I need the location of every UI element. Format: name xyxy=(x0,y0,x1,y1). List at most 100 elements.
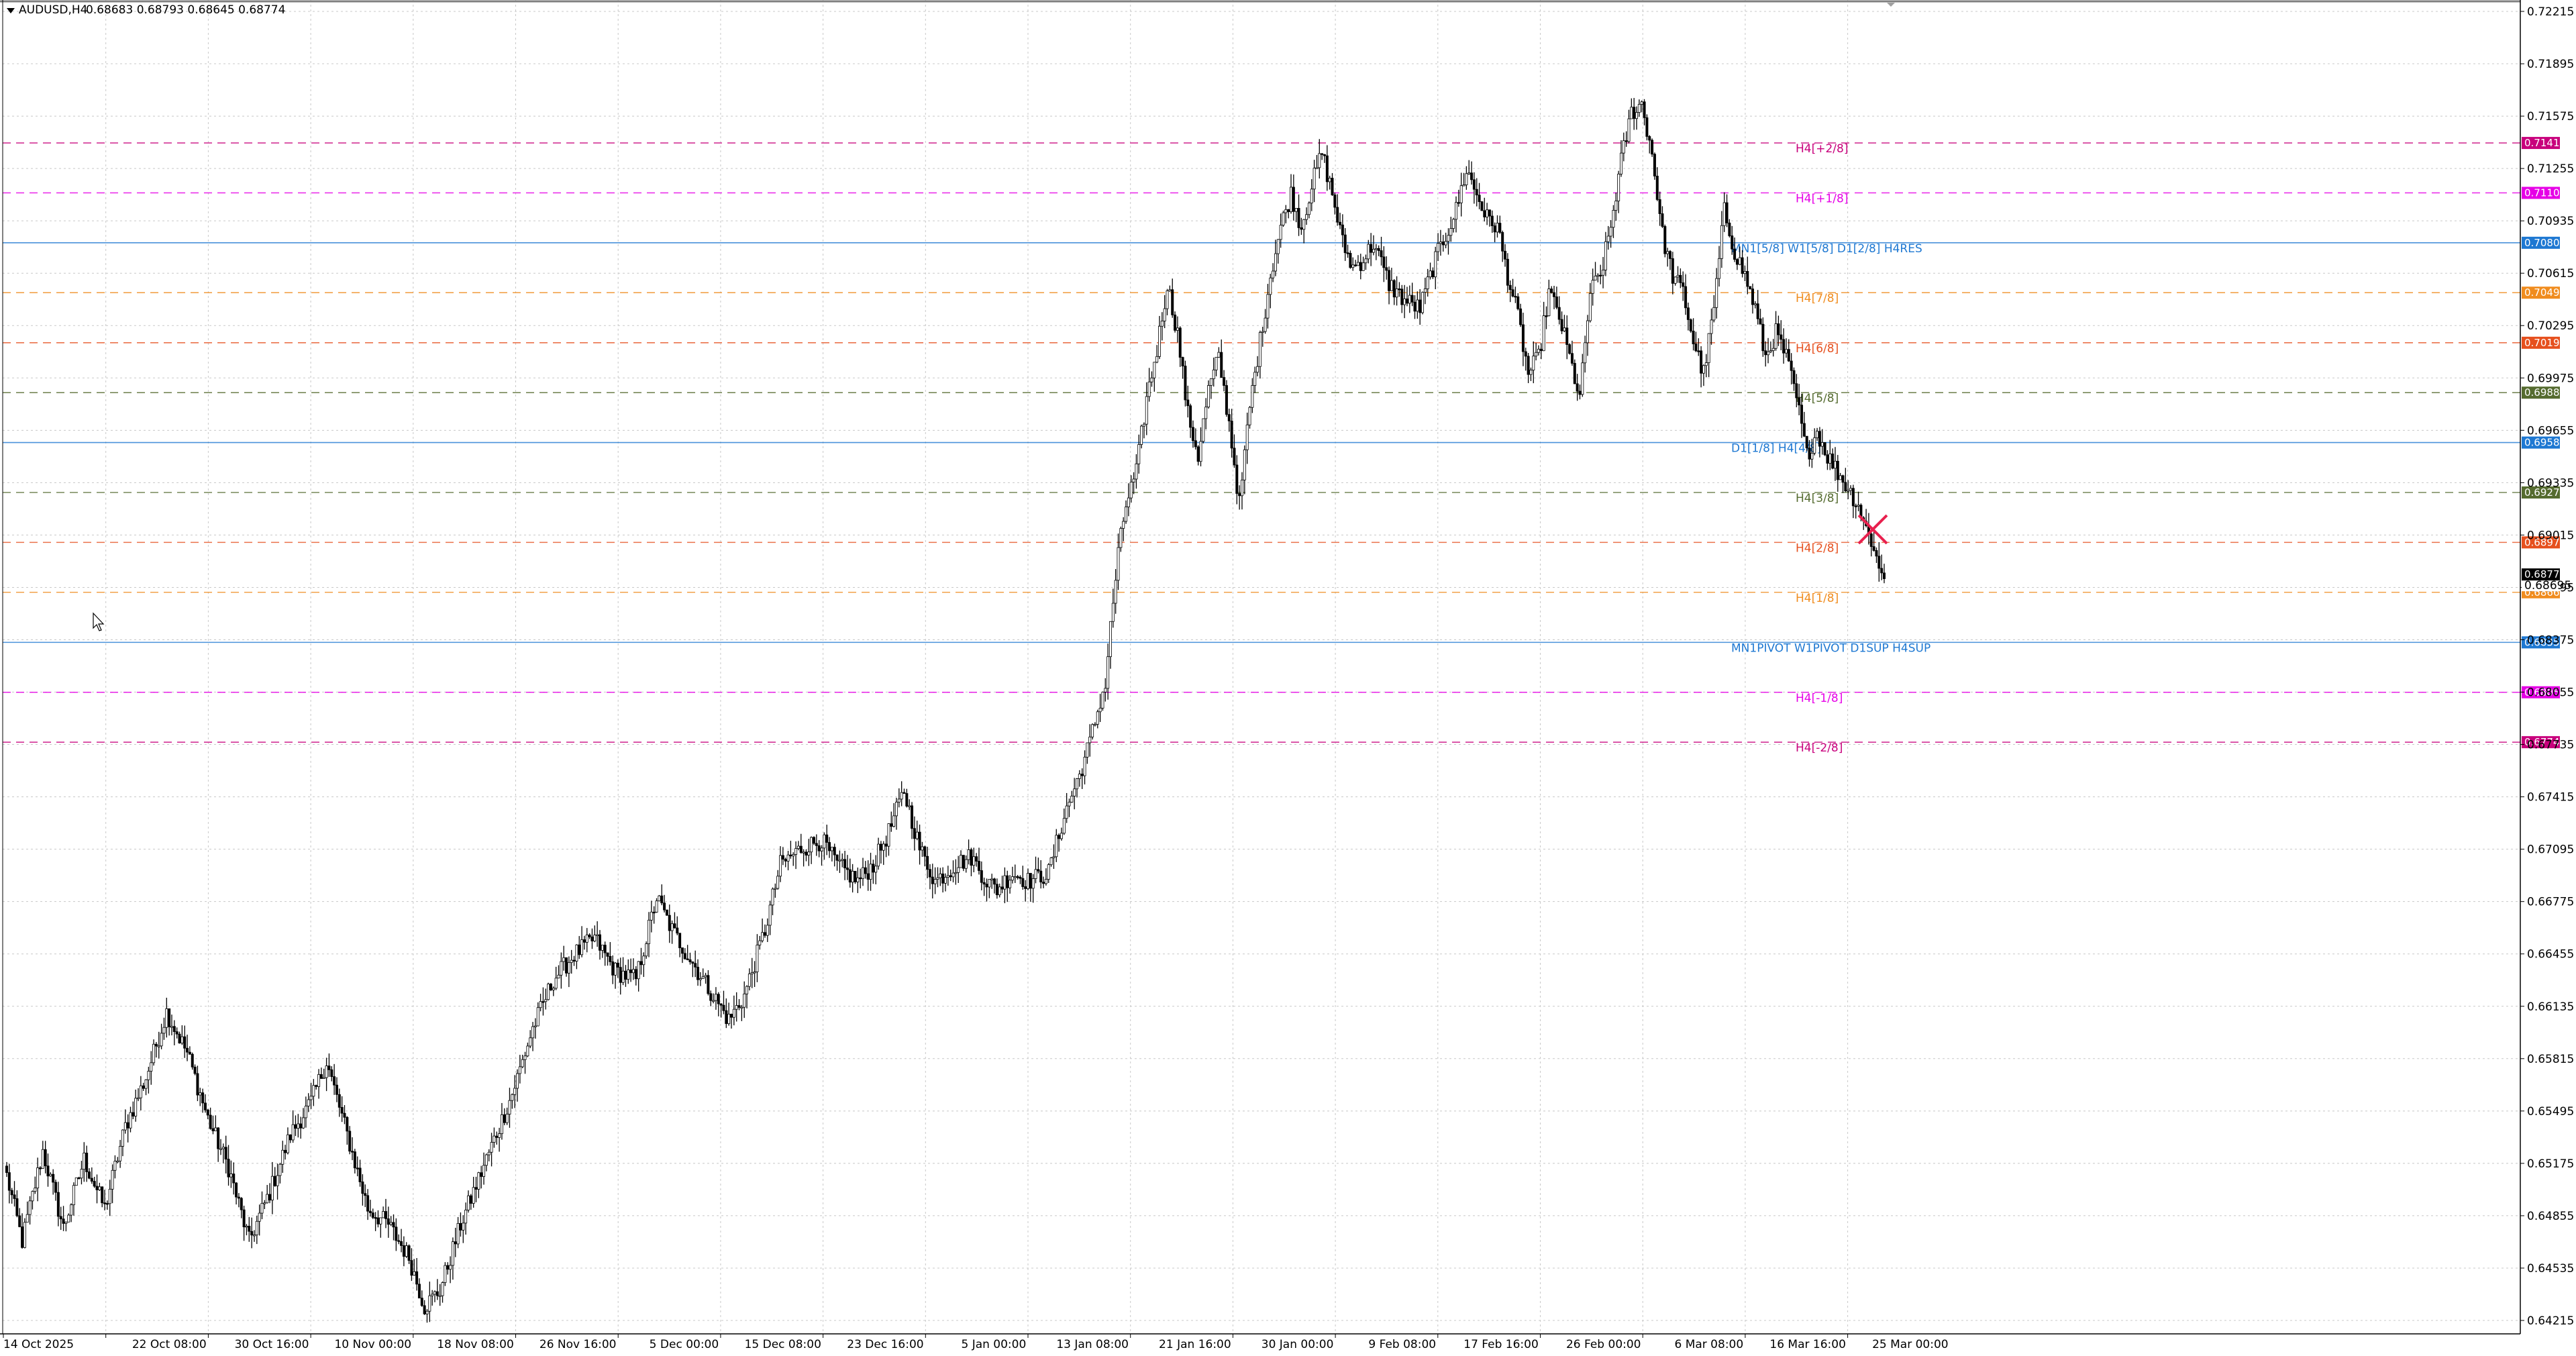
candle-body xyxy=(435,1291,439,1296)
candle-body xyxy=(1055,835,1058,857)
candle-body xyxy=(113,1161,117,1171)
candle-body xyxy=(1653,154,1656,176)
candle-body xyxy=(1227,414,1231,421)
candle-body xyxy=(1196,446,1200,462)
candle-body xyxy=(56,1192,60,1217)
candle-body xyxy=(1129,482,1133,499)
candle-body xyxy=(993,878,996,885)
candle-body xyxy=(1767,351,1770,356)
candle-body xyxy=(74,1177,78,1186)
candle-body xyxy=(240,1198,243,1210)
candle-body xyxy=(1217,352,1221,358)
candle-body xyxy=(905,793,909,806)
candle-body xyxy=(152,1043,156,1063)
candle-body xyxy=(466,1195,470,1210)
candle-body xyxy=(631,969,635,974)
candle-body xyxy=(132,1112,135,1116)
level-price-badge: 0.69885 xyxy=(2524,386,2566,399)
candle-body xyxy=(80,1169,83,1179)
candle-body xyxy=(936,877,939,880)
candle-body xyxy=(884,843,888,847)
candle-body xyxy=(1787,349,1790,362)
candle-body xyxy=(1073,788,1076,796)
candle-body xyxy=(1679,274,1682,283)
candle-body xyxy=(248,1226,251,1232)
candle-body xyxy=(1220,352,1223,378)
candle-body xyxy=(1137,444,1141,464)
price-axis: 0.72215 0.71895 0.71575 0.71255 0.70935 0.706… xyxy=(2520,5,2574,1328)
candle-body xyxy=(438,1295,442,1298)
candle-body xyxy=(405,1245,408,1257)
candle-body xyxy=(250,1231,254,1236)
candle-body xyxy=(221,1147,225,1149)
candle-body xyxy=(90,1178,93,1182)
candle-body xyxy=(1444,241,1447,246)
candle-body xyxy=(670,923,674,931)
candle-body xyxy=(1694,344,1698,352)
candle-body xyxy=(1029,873,1032,889)
candle-body xyxy=(1145,396,1148,425)
level-label: H4[5/8] xyxy=(1796,392,1839,405)
candle-body xyxy=(500,1114,503,1135)
candle-body xyxy=(116,1160,119,1163)
candle-body xyxy=(13,1194,16,1199)
candle-body xyxy=(387,1218,390,1225)
candle-body xyxy=(46,1165,50,1177)
candle-body xyxy=(312,1085,315,1097)
candle-body xyxy=(1114,580,1117,604)
candle-body xyxy=(957,867,960,873)
candle-body xyxy=(252,1235,256,1237)
candle-body xyxy=(178,1033,181,1044)
candle-body xyxy=(1135,463,1138,480)
candle-body xyxy=(686,958,689,960)
level-label: H4[-2/8] xyxy=(1796,741,1843,755)
candle-body xyxy=(1663,226,1667,254)
candle-body xyxy=(95,1186,99,1190)
candle-body xyxy=(554,978,558,989)
candle-body xyxy=(655,900,658,912)
candle-body xyxy=(1792,370,1796,384)
candle-body xyxy=(170,1026,173,1028)
candle-body xyxy=(358,1167,362,1182)
candle-body xyxy=(603,945,607,953)
candle-body xyxy=(1290,187,1293,212)
candle-body xyxy=(1230,421,1233,449)
candle-body xyxy=(1403,299,1406,305)
candle-body xyxy=(376,1217,380,1224)
candle-body xyxy=(1147,381,1151,397)
candle-body xyxy=(1459,185,1463,203)
candle-body xyxy=(389,1222,393,1225)
candle-body xyxy=(915,831,919,839)
candle-body xyxy=(1682,282,1685,287)
candle-body xyxy=(268,1194,272,1201)
candle-body xyxy=(933,879,937,884)
chart-shift-marker-icon[interactable] xyxy=(1887,3,1895,7)
collapse-triangle-icon[interactable] xyxy=(7,8,15,13)
candle-body xyxy=(743,993,746,1008)
candle-body xyxy=(1405,299,1408,304)
candle-body xyxy=(410,1260,413,1276)
candle-body xyxy=(1826,454,1829,464)
candle-body xyxy=(52,1174,55,1183)
chart-grid xyxy=(3,0,2520,1334)
candle-body xyxy=(1813,437,1816,454)
candle-body xyxy=(464,1210,468,1224)
candle-body xyxy=(931,876,934,884)
candle-body xyxy=(1039,870,1043,883)
candle-body xyxy=(1715,278,1718,308)
candle-body xyxy=(1470,172,1474,180)
candle-body xyxy=(417,1284,421,1299)
candle-body xyxy=(193,1066,197,1074)
candle-body xyxy=(1565,327,1569,345)
candle-body xyxy=(498,1133,501,1138)
candle-body xyxy=(1527,356,1530,375)
candle-body xyxy=(1568,344,1572,354)
candle-body xyxy=(181,1036,184,1044)
candle-body xyxy=(371,1212,374,1218)
candle-body xyxy=(1782,339,1786,354)
candle-body xyxy=(1212,369,1215,379)
candle-body xyxy=(1098,707,1102,713)
candle-body xyxy=(621,970,625,983)
candle-body xyxy=(1810,453,1814,460)
